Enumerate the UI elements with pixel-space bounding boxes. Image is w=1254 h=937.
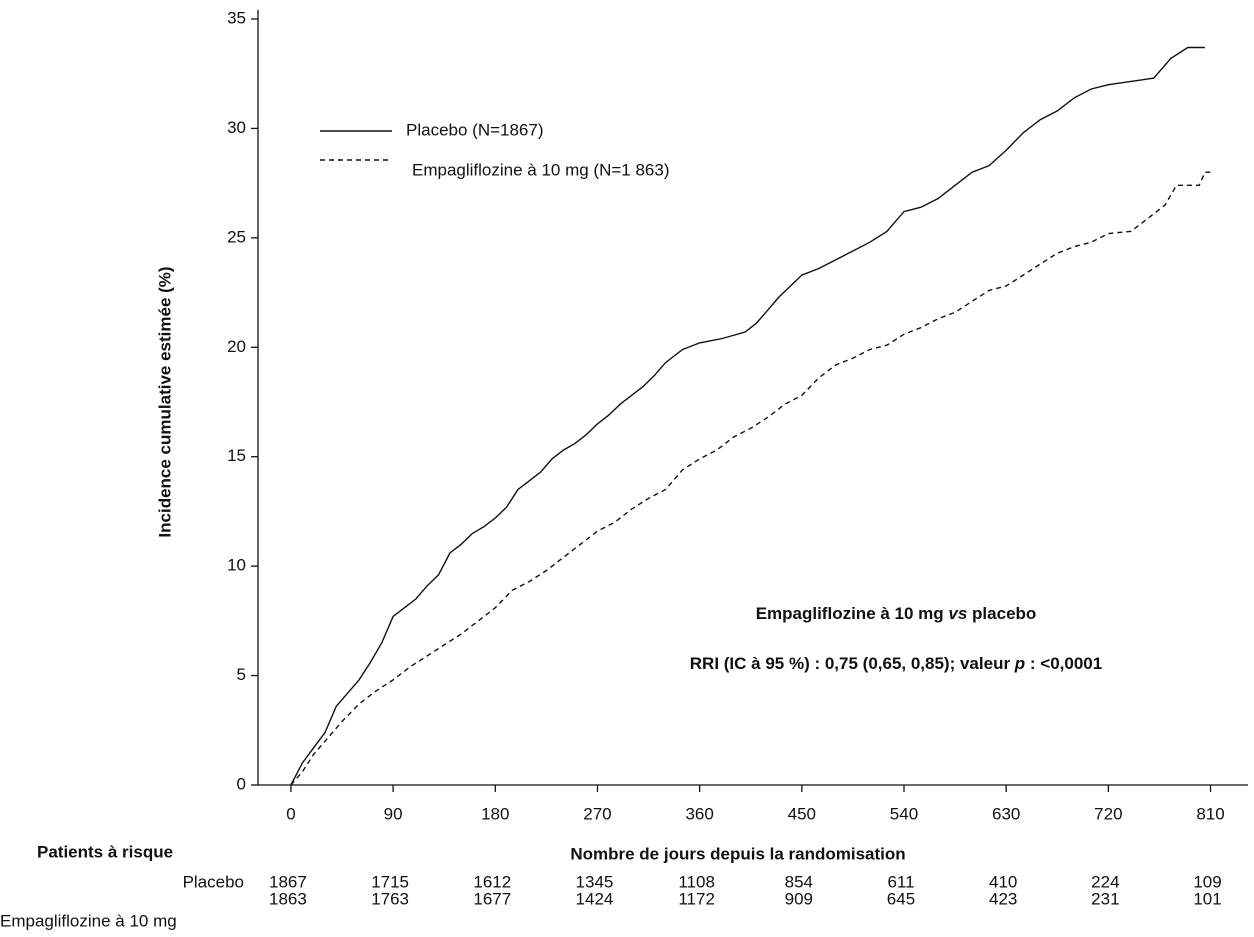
annotation-part: RRI (IC à 95 %) : 0,75 (0,65, 0,85); val… <box>690 654 1015 673</box>
annotation-part: vs <box>948 604 967 623</box>
risk-value: 1867 <box>269 872 307 891</box>
risk-value: 909 <box>785 889 813 908</box>
risk-value: 1763 <box>371 889 409 908</box>
x-tick-label: 630 <box>992 804 1020 823</box>
y-tick-label: 5 <box>237 665 246 684</box>
risk-value: 1345 <box>576 872 614 891</box>
risk-value: 1424 <box>576 889 614 908</box>
risk-row-name: Placebo <box>183 872 244 891</box>
legend-label: Placebo (N=1867) <box>406 120 544 139</box>
x-axis-label: Nombre de jours depuis la randomisation <box>570 844 905 863</box>
annotation-part: : <0,0001 <box>1025 654 1102 673</box>
risk-value: 854 <box>785 872 813 891</box>
annotation: Empagliflozine à 10 mg vs placebo <box>756 604 1037 623</box>
risk-value: 645 <box>887 889 915 908</box>
annotation: RRI (IC à 95 %) : 0,75 (0,65, 0,85); val… <box>690 654 1102 673</box>
risk-value: 109 <box>1193 872 1221 891</box>
risk-value: 410 <box>989 872 1017 891</box>
y-axis-label: Incidence cumulative estimée (%) <box>155 266 174 537</box>
legend-label: Empagliflozine à 10 mg (N=1 863) <box>412 160 670 179</box>
risk-value: 1108 <box>678 872 715 891</box>
x-tick-label: 0 <box>286 804 295 823</box>
x-tick-label: 180 <box>481 804 509 823</box>
x-tick-label: 360 <box>685 804 713 823</box>
risk-value: 1612 <box>473 872 511 891</box>
risk-value: 611 <box>887 872 914 891</box>
x-tick-label: 720 <box>1094 804 1122 823</box>
risk-value: 1677 <box>473 889 511 908</box>
x-tick-label: 450 <box>788 804 816 823</box>
y-tick-label: 0 <box>237 774 246 793</box>
annotation-part: placebo <box>967 604 1036 623</box>
risk-value: 224 <box>1091 872 1119 891</box>
series-line <box>290 46 1205 786</box>
x-tick-label: 90 <box>384 804 403 823</box>
y-tick-label: 30 <box>227 118 246 137</box>
risk-value: 1863 <box>269 889 307 908</box>
y-tick-label: 15 <box>227 446 246 465</box>
y-tick-label: 25 <box>227 227 246 246</box>
risk-value: 231 <box>1091 889 1119 908</box>
y-tick-label: 20 <box>227 337 246 356</box>
risk-table-title: Patients à risque <box>37 842 173 861</box>
x-tick-label: 270 <box>583 804 611 823</box>
y-tick-label: 35 <box>227 8 246 27</box>
x-tick-label: 540 <box>890 804 918 823</box>
risk-value: 101 <box>1193 889 1221 908</box>
risk-value: 1715 <box>371 872 409 891</box>
y-tick-label: 10 <box>227 556 246 575</box>
annotation-part: p <box>1014 654 1025 673</box>
risk-row-name: Empagliflozine à 10 mg <box>0 911 177 930</box>
annotation-part: Empagliflozine à 10 mg <box>756 604 949 623</box>
x-tick-label: 810 <box>1196 804 1224 823</box>
series-line <box>290 171 1211 786</box>
risk-value: 423 <box>989 889 1017 908</box>
risk-value: 1172 <box>678 889 715 908</box>
